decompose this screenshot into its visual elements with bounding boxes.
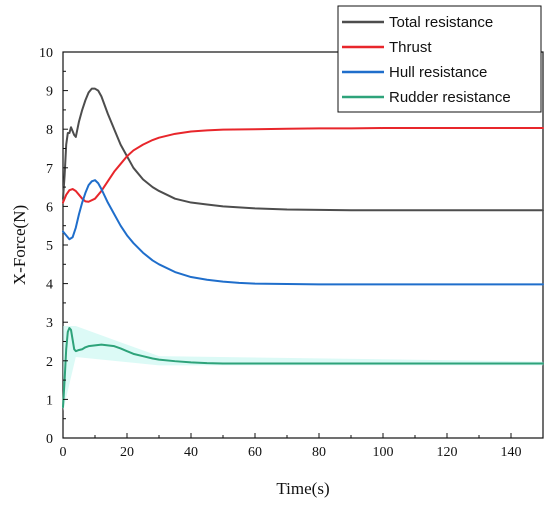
y-tick-label: 2	[46, 355, 53, 370]
x-axis: 0 20 40 60 80 100 120 140	[60, 433, 522, 460]
y-tick-label: 8	[46, 123, 53, 138]
x-tick-label: 100	[373, 445, 394, 460]
series-line-thrust	[62, 127, 544, 204]
y-tick-label: 10	[39, 46, 53, 61]
x-tick-label: 80	[312, 445, 326, 460]
y-tick-label: 6	[46, 200, 53, 215]
y-tick-label: 0	[46, 432, 53, 447]
x-axis-label: Time(s)	[276, 479, 329, 498]
y-tick-label: 1	[46, 393, 53, 408]
x-tick-label: 140	[501, 445, 522, 460]
y-tick-label: 4	[46, 278, 53, 293]
x-tick-label: 40	[184, 445, 198, 460]
series-line-total-resistance	[62, 87, 544, 212]
x-tick-label: 0	[60, 445, 67, 460]
legend: Total resistance Thrust Hull resistance Rud…	[337, 5, 542, 113]
legend-label: Rudder resistance	[389, 89, 511, 106]
x-tick-label: 60	[248, 445, 262, 460]
series-line-rudder-resistance	[62, 326, 544, 409]
legend-label: Hull resistance	[389, 64, 487, 81]
legend-box	[337, 5, 542, 113]
legend-label: Total resistance	[389, 14, 493, 31]
y-tick-label: 9	[46, 85, 53, 100]
y-tick-label: 5	[46, 239, 53, 254]
series-line-hull-resistance	[62, 179, 544, 286]
y-tick-label: 7	[46, 162, 53, 177]
y-tick-label: 3	[46, 316, 53, 331]
plot-area: 0 20 40 60 80 100 120 140 0 1 2 3 4 5 6 7 8 9 10	[39, 46, 544, 460]
y-axis-label: X-Force(N)	[10, 205, 29, 285]
series-layer	[62, 87, 544, 411]
rudder-resistance-band	[63, 326, 543, 411]
legend-label: Thrust	[389, 39, 432, 56]
y-axis: 0 1 2 3 4 5 6 7 8 9 10	[39, 46, 68, 447]
x-tick-label: 120	[437, 445, 458, 460]
x-tick-label: 20	[120, 445, 134, 460]
